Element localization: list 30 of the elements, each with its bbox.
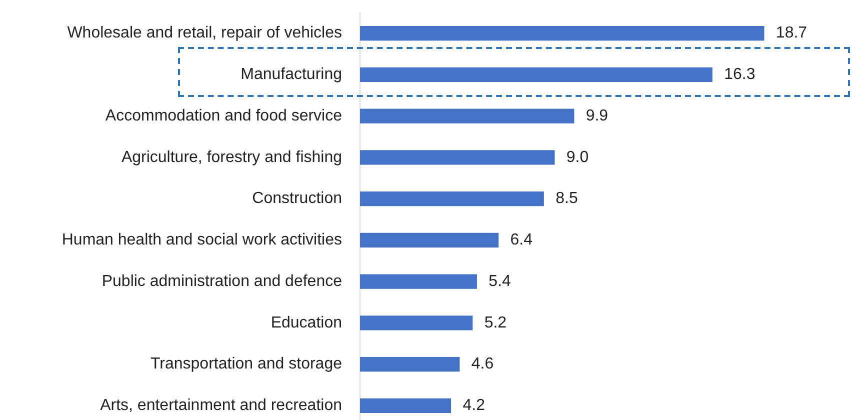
y-tick-label: Arts, entertainment and recreation bbox=[100, 397, 342, 414]
bar bbox=[360, 150, 555, 165]
y-tick-label: Wholesale and retail, repair of vehicles bbox=[67, 24, 342, 42]
y-tick-label: Public administration and defence bbox=[102, 272, 342, 290]
bar bbox=[360, 274, 477, 289]
y-tick-label: Manufacturing bbox=[240, 66, 342, 84]
bar bbox=[360, 232, 499, 248]
y-tick-label: Accommodation and food service bbox=[105, 107, 342, 124]
bar bbox=[360, 108, 574, 124]
data-label: 9.9 bbox=[586, 107, 608, 124]
data-label: 18.7 bbox=[776, 24, 808, 42]
data-label: 8.5 bbox=[556, 190, 578, 208]
bar bbox=[360, 26, 764, 41]
data-label: 9.0 bbox=[566, 148, 589, 166]
data-label: 4.6 bbox=[471, 356, 494, 373]
data-label: 5.4 bbox=[488, 272, 511, 290]
y-tick-label: Transportation and storage bbox=[150, 356, 342, 373]
y-tick-label: Agriculture, forestry and fishing bbox=[121, 148, 342, 166]
bar bbox=[360, 357, 460, 372]
data-label: 4.2 bbox=[462, 397, 486, 414]
bar bbox=[360, 191, 544, 206]
y-tick-label: Education bbox=[270, 314, 342, 332]
y-tick-label: Human health and social work activities bbox=[62, 232, 342, 249]
data-label: 16.3 bbox=[724, 66, 756, 84]
bar bbox=[360, 316, 473, 330]
data-label: 5.2 bbox=[484, 314, 507, 332]
data-label: 6.4 bbox=[510, 232, 533, 249]
bar bbox=[360, 398, 452, 414]
y-tick-label: Construction bbox=[252, 190, 342, 208]
bar bbox=[360, 67, 712, 82]
